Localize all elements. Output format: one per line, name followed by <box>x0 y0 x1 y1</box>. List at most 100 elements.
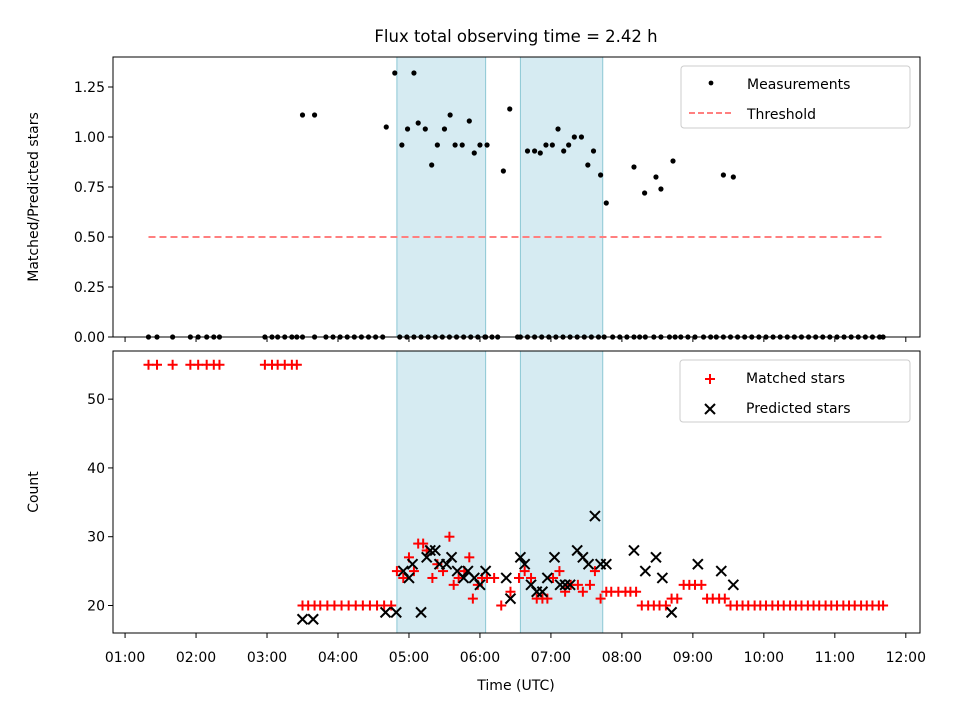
matched-star-point <box>453 572 464 583</box>
predicted-star-point <box>518 558 531 570</box>
predicted-star-point <box>424 544 436 557</box>
matched-star-point <box>291 359 302 370</box>
y-tick-label: 1.25 <box>74 80 105 96</box>
x-tick-label: 03:00 <box>247 650 287 666</box>
measurement-point <box>441 126 448 132</box>
measurement-point <box>549 142 555 148</box>
legend-x-glyph <box>704 403 716 415</box>
legend-matched-label: Matched stars <box>746 371 845 387</box>
matched-star-point <box>143 359 154 370</box>
measurement-point <box>471 150 477 156</box>
matched-star-point <box>595 593 606 604</box>
top-panel-legend: Measurements Threshold <box>680 65 911 129</box>
measurement-point <box>730 174 736 180</box>
measurement-point <box>670 158 676 164</box>
measurement-point <box>299 112 306 118</box>
predicted-star-point <box>628 544 640 557</box>
x-tick-label: 06:00 <box>460 650 500 666</box>
predicted-star-point <box>564 579 576 591</box>
measurement-point <box>524 148 531 154</box>
matched-star-point <box>496 600 507 611</box>
measurement-point <box>411 70 417 76</box>
predicted-star-point <box>600 558 612 570</box>
x-tick-label: 02:00 <box>176 650 216 666</box>
chart-title: Flux total observing time = 2.42 h <box>374 27 657 46</box>
predicted-star-point <box>440 558 453 570</box>
measurement-point <box>484 142 490 148</box>
measurement-point <box>466 118 472 124</box>
predicted-star-point <box>504 592 517 605</box>
matched-star-point <box>584 579 595 590</box>
shaded-interval <box>519 350 604 634</box>
top-panel-x-axis <box>124 337 907 342</box>
predicted-star-point <box>554 579 566 591</box>
predicted-star-point <box>445 551 458 564</box>
measurement-point <box>404 126 411 132</box>
measurement-point <box>507 106 513 112</box>
legend-plus-glyph <box>705 374 715 384</box>
predicted-star-point <box>665 606 678 619</box>
predicted-star-point <box>474 579 486 591</box>
y-tick-label: 40 <box>87 461 105 477</box>
matched-star-point <box>467 593 478 604</box>
x-tick-label: 07:00 <box>531 650 571 666</box>
y-tick-label: 0.75 <box>74 180 105 196</box>
y-tick-label: 50 <box>87 392 105 408</box>
predicted-star-point <box>415 606 427 619</box>
matched-star-point <box>444 531 455 542</box>
predicted-star-point <box>656 572 669 584</box>
matched-star-point <box>519 566 530 577</box>
legend-threshold-label: Threshold <box>746 107 816 123</box>
matched-star-point <box>554 566 565 577</box>
measurement-point <box>422 126 428 132</box>
x-tick-label: 08:00 <box>602 650 642 666</box>
measurement-point <box>459 142 465 148</box>
predicted-star-point <box>639 565 652 577</box>
predicted-star-point <box>307 613 319 625</box>
matched-star-point <box>427 572 438 583</box>
y-tick-label: 0.25 <box>74 280 105 296</box>
measurement-point <box>555 126 561 132</box>
predicted-star-point <box>692 558 704 570</box>
x-tick-label: 01:00 <box>105 650 145 666</box>
predicted-star-point <box>296 613 309 625</box>
matched-star-point <box>448 579 459 590</box>
legend-frame <box>680 65 911 129</box>
measurement-point <box>434 142 440 148</box>
matched-star-point <box>167 359 178 370</box>
legend-measurements-label: Measurements <box>747 77 850 93</box>
measurement-point <box>477 142 483 148</box>
x-axis-label: Time (UTC) <box>476 678 554 694</box>
predicted-star-point <box>479 565 492 577</box>
matched-star-point <box>542 593 553 604</box>
top-panel: 0.00 0.25 0.50 0.75 1.00 1.25 Matched/Predict… <box>26 56 921 346</box>
matched-star-point <box>631 586 642 597</box>
measurement-point <box>561 148 567 154</box>
predicted-star-point <box>715 565 727 577</box>
legend-predicted-marker <box>704 403 716 415</box>
measurement-point <box>603 200 609 206</box>
x-tick-label: 10:00 <box>744 650 784 666</box>
measurement-point <box>631 164 637 170</box>
x-tick-label: 05:00 <box>389 650 429 666</box>
matched-star-point <box>548 572 559 583</box>
matched-star-point <box>214 359 225 370</box>
bottom-panel-y-axis: 20 30 40 50 <box>87 392 113 614</box>
measurement-point <box>598 172 604 178</box>
shaded-interval <box>519 56 604 338</box>
matched-star-point <box>878 600 889 611</box>
measurement-point <box>383 124 389 130</box>
matched-star-point <box>696 579 707 590</box>
measurement-point <box>653 174 659 180</box>
x-tick-label: 09:00 <box>673 650 713 666</box>
legend-matched-marker <box>705 374 715 384</box>
measurement-point <box>447 112 453 118</box>
measurement-point <box>642 190 648 196</box>
bottom-panel-frame <box>112 350 921 634</box>
predicted-star-point <box>403 572 415 584</box>
predicted-star-point <box>559 579 571 591</box>
predicted-star-point <box>536 586 549 598</box>
bottom-panel-x-axis: 01:00 02:00 03:00 04:00 05:00 06:00 07:00 08:00… <box>105 633 926 666</box>
predicted-star-point <box>457 572 470 584</box>
